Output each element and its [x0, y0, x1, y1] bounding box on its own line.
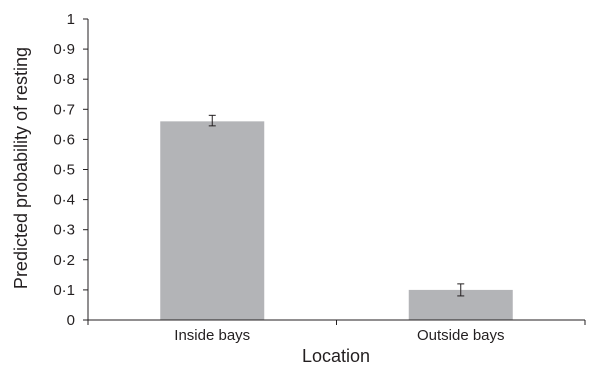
y-tick-label: 0·7 — [53, 101, 75, 118]
ticks-layer: 0 0·1 0·2 0·3 0·4 0·5 0·6 0·7 0·8 0·9 1 Inside bays… — [53, 11, 586, 344]
y-tick-label: 0·8 — [53, 71, 75, 88]
y-tick-label: 0·6 — [53, 131, 75, 148]
y-tick-label: 0·9 — [53, 41, 75, 58]
y-tick-label: 0·2 — [53, 252, 75, 269]
x-tick-label: Inside bays — [174, 327, 250, 344]
x-axis-title: Location — [302, 346, 370, 366]
y-tick-label: 0·1 — [53, 282, 75, 299]
error-bars-layer — [208, 114, 465, 297]
x-tick-label: Outside bays — [417, 327, 505, 344]
y-tick-label: 0·5 — [53, 162, 75, 179]
y-axis-title: Predicted probability of resting — [11, 47, 31, 289]
y-tick-label: 0·4 — [53, 192, 75, 209]
y-tick-label: 0 — [67, 312, 75, 329]
bar-inside-bays — [160, 121, 265, 320]
y-tick-label: 1 — [67, 11, 75, 28]
y-tick-label: 0·3 — [53, 222, 75, 239]
bars-layer — [160, 121, 513, 320]
